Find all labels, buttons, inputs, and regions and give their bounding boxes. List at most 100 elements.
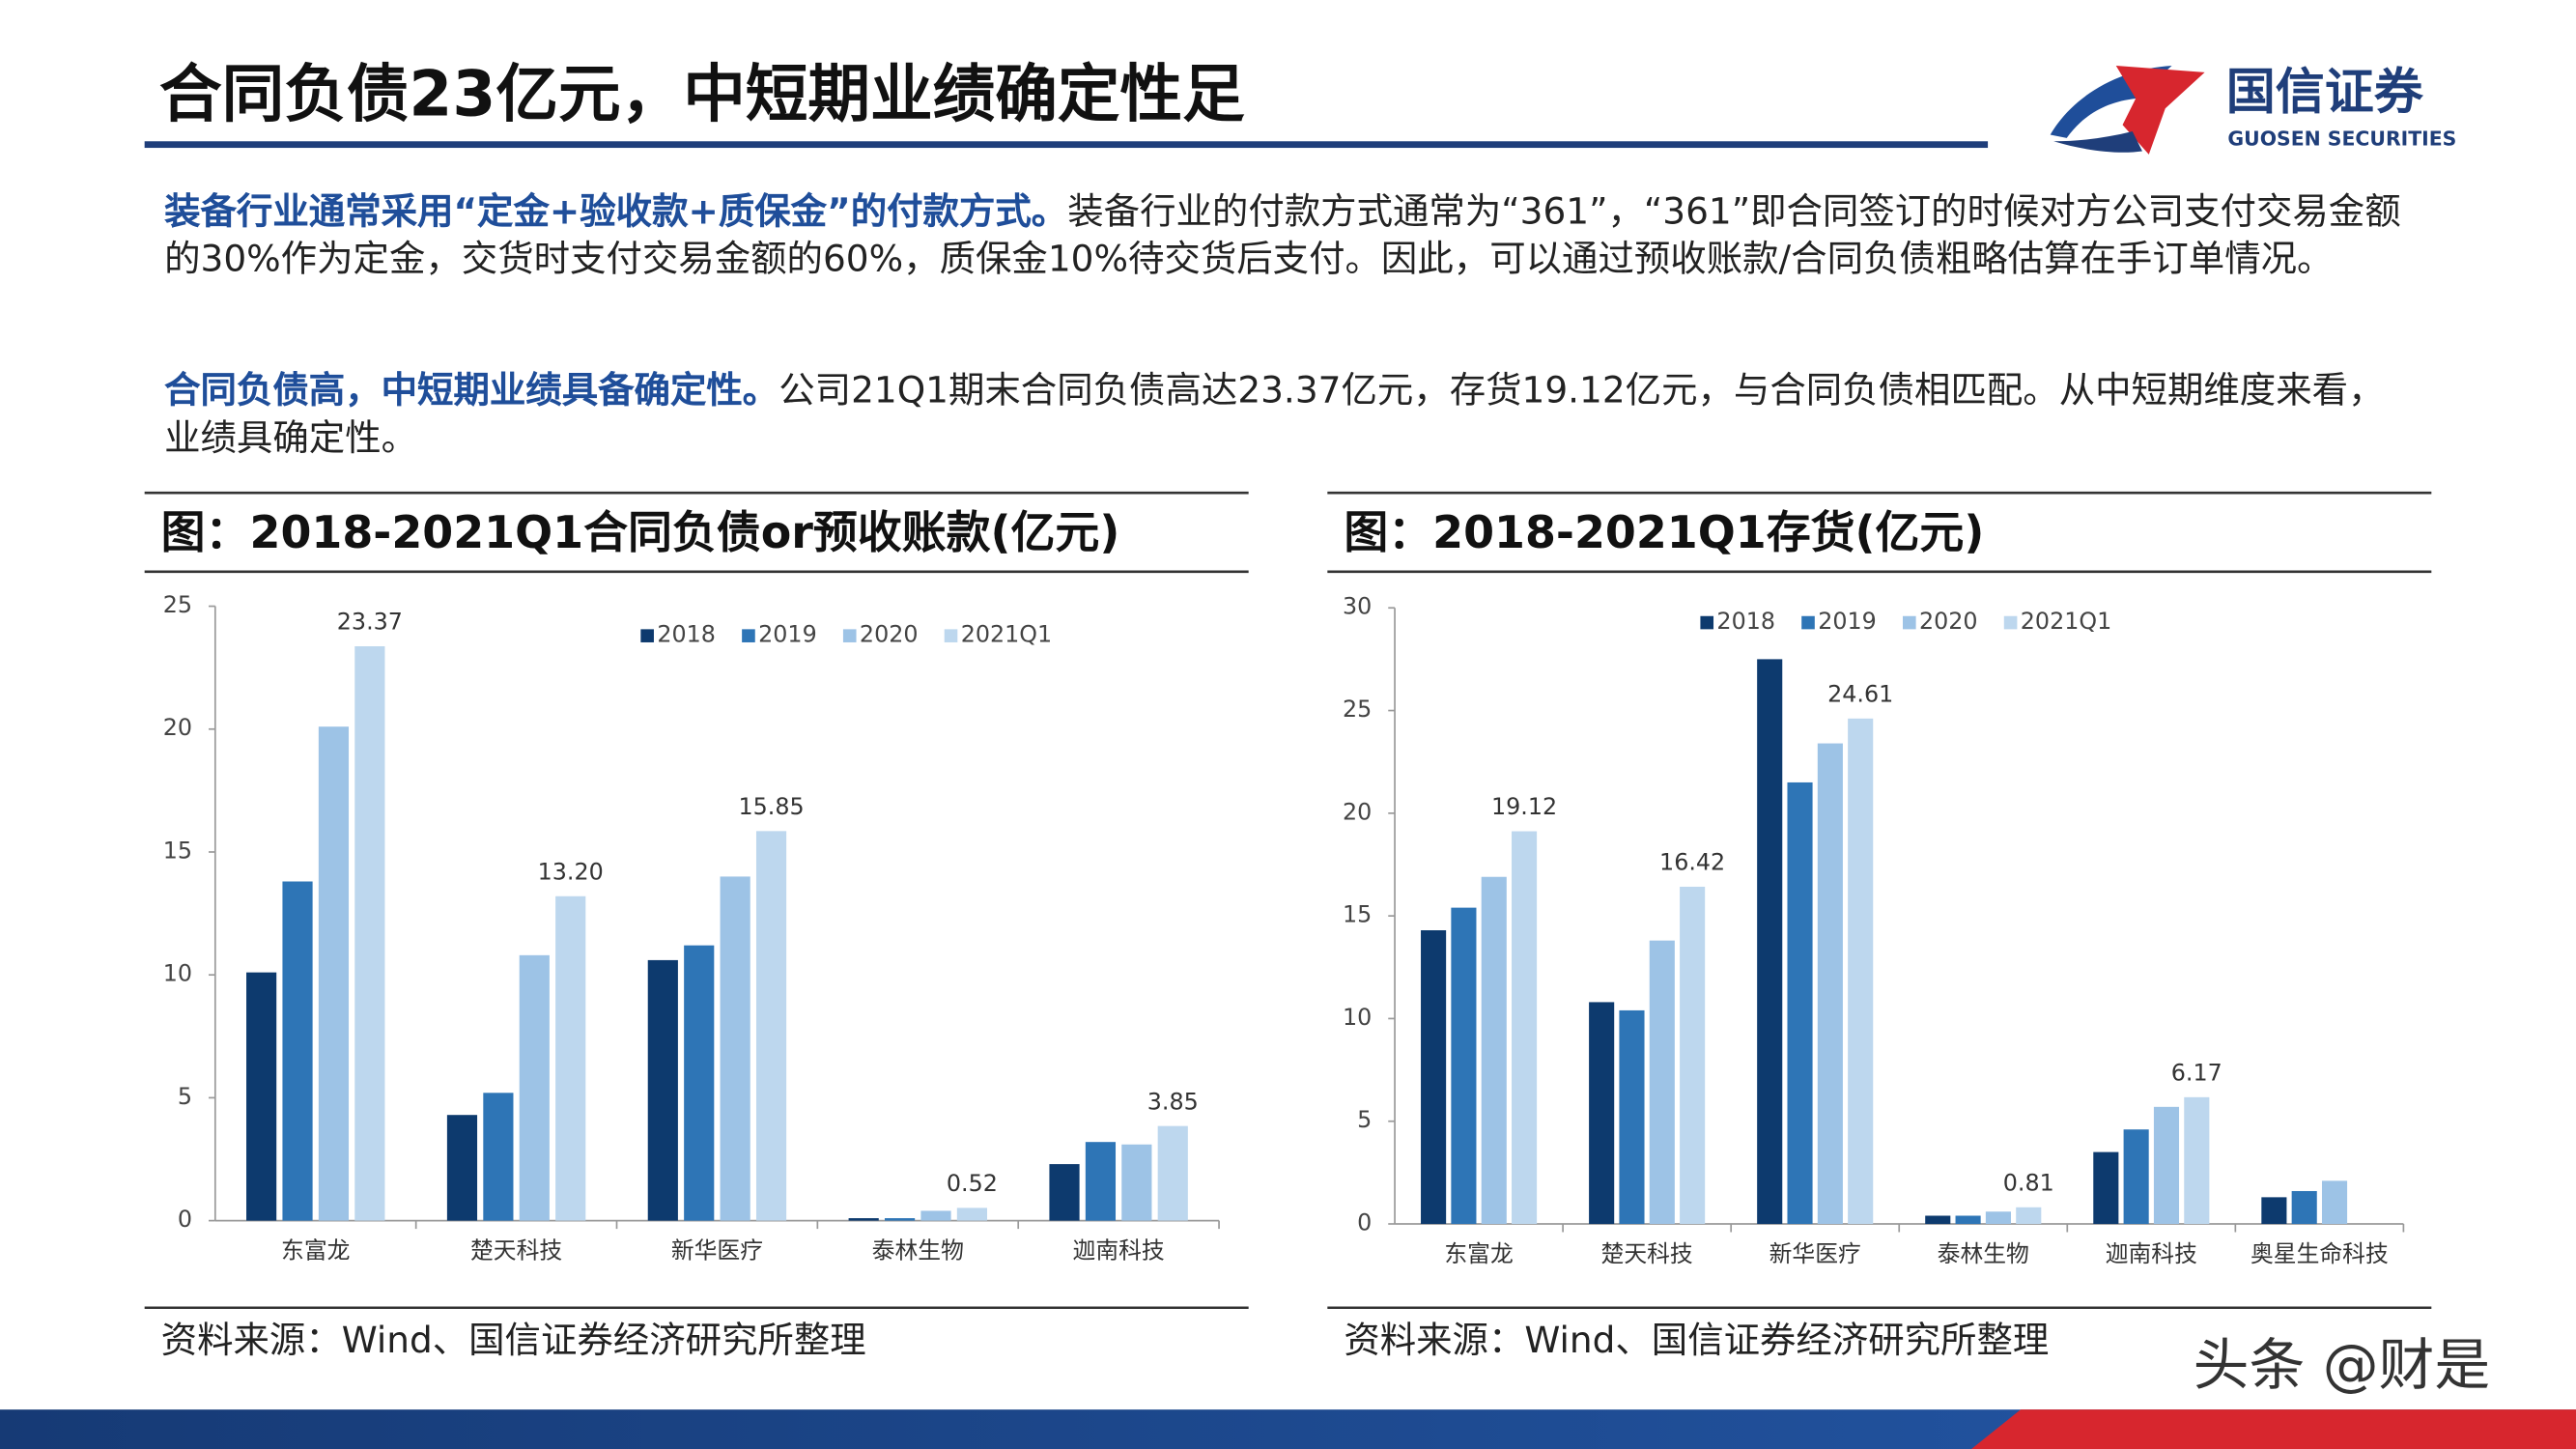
- legend-swatch: [640, 629, 654, 642]
- bar: [1049, 1164, 1080, 1221]
- bar: [1451, 907, 1477, 1225]
- legend-label: 2020: [1919, 608, 1978, 635]
- bar: [1787, 781, 1813, 1225]
- bar: [318, 726, 350, 1221]
- logo-red: [2115, 66, 2205, 155]
- bar: [1157, 1125, 1188, 1221]
- legend-swatch: [1801, 615, 1815, 630]
- y-tick-label: 20: [1343, 798, 1372, 825]
- y-tick-label: 0: [1357, 1209, 1372, 1236]
- y-tick-label: 5: [1357, 1106, 1372, 1133]
- y-tick-label: 0: [178, 1206, 192, 1233]
- chart-source: 资料来源：Wind、国信证券经济研究所整理: [1344, 1319, 2049, 1361]
- y-tick-label: 15: [1343, 901, 1372, 928]
- legend-label: 2019: [758, 621, 817, 648]
- bar: [1649, 940, 1675, 1225]
- bar: [446, 1115, 478, 1221]
- bar: [354, 646, 385, 1221]
- legend-label: 2020: [860, 621, 919, 648]
- legend-label: 2021Q1: [2021, 608, 2111, 635]
- x-tick-label: 东富龙: [281, 1236, 350, 1264]
- bar: [1985, 1211, 2011, 1225]
- bar: [956, 1208, 987, 1221]
- value-label: 3.85: [1147, 1088, 1199, 1115]
- x-tick-label: 新华医疗: [671, 1236, 763, 1264]
- legend-swatch: [1700, 615, 1714, 630]
- bar: [282, 881, 313, 1221]
- value-label: 24.61: [1827, 681, 1893, 708]
- bar: [1680, 886, 1706, 1225]
- legend-label: 2019: [1818, 608, 1877, 635]
- legend-label: 2021Q1: [961, 621, 1052, 648]
- bar: [755, 831, 787, 1221]
- bar: [2123, 1129, 2149, 1225]
- slide-title: 合同负债23亿元，中短期业绩确定性足: [159, 59, 1245, 131]
- bar: [2184, 1096, 2210, 1225]
- legend-swatch: [742, 629, 755, 642]
- y-tick-label: 30: [1343, 593, 1372, 620]
- bar: [1955, 1215, 1981, 1225]
- bar: [720, 876, 750, 1221]
- x-tick-label: 楚天科技: [1601, 1240, 1693, 1267]
- x-tick-label: 奥星生命科技: [2250, 1240, 2389, 1267]
- y-tick-label: 5: [178, 1083, 192, 1110]
- bar: [1481, 876, 1507, 1225]
- watermark: 头条 @财是: [2194, 1332, 2490, 1398]
- value-label: 19.12: [1491, 793, 1557, 820]
- paragraph: 装备行业通常采用“定金+验收款+质保金”的付款方式。装备行业的付款方式通常为“3…: [164, 189, 2412, 285]
- logo-swoosh: [2053, 131, 2142, 153]
- logo-text: 国信证券: [2226, 65, 2424, 122]
- chart-title: 图：2018-2021Q1存货(亿元): [1344, 506, 1984, 558]
- bar: [920, 1210, 951, 1221]
- bar: [2153, 1106, 2180, 1225]
- bar: [1589, 1002, 1615, 1225]
- legend-swatch: [944, 629, 958, 642]
- bar: [1421, 930, 1447, 1225]
- y-tick-label: 15: [163, 837, 192, 864]
- y-tick-label: 10: [163, 960, 192, 987]
- bar: [647, 959, 678, 1221]
- bar: [483, 1093, 514, 1221]
- x-tick-label: 泰林生物: [1938, 1240, 2029, 1267]
- chart-title: 图：2018-2021Q1合同负债or预收账款(亿元): [161, 506, 1120, 558]
- paragraph: 合同负债高，中短期业绩具备确定性。公司21Q1期末合同负债高达23.37亿元，存…: [164, 368, 2412, 464]
- bar: [1817, 743, 1843, 1225]
- bar: [2291, 1190, 2317, 1225]
- bar: [246, 972, 277, 1221]
- bar: [1848, 718, 1874, 1225]
- value-label: 23.37: [337, 609, 403, 636]
- value-label: 0.81: [2003, 1169, 2054, 1196]
- bar: [1619, 1009, 1645, 1225]
- bar: [1757, 659, 1783, 1225]
- y-tick-label: 25: [163, 591, 192, 618]
- y-tick-label: 20: [163, 714, 192, 741]
- x-tick-label: 楚天科技: [470, 1236, 562, 1264]
- bar: [2016, 1207, 2042, 1225]
- x-tick-label: 泰林生物: [872, 1236, 964, 1264]
- x-tick-label: 迦南科技: [2106, 1240, 2197, 1267]
- bar: [2321, 1180, 2348, 1225]
- bar: [519, 954, 550, 1221]
- bar: [555, 895, 586, 1221]
- bar: [684, 945, 715, 1221]
- x-tick-label: 迦南科技: [1073, 1236, 1165, 1264]
- bar: [1512, 831, 1538, 1225]
- paragraph-lead: 装备行业通常采用“定金+验收款+质保金”的付款方式。: [164, 191, 1068, 234]
- legend-label: 2018: [657, 621, 716, 648]
- legend-label: 2018: [1716, 608, 1775, 635]
- bar: [848, 1218, 879, 1221]
- paragraph-text: 装备行业的付款方式通常为“361”，“361”即合同签订的时候对方公司支付交易金…: [164, 191, 2401, 281]
- value-label: 0.52: [947, 1170, 998, 1197]
- title-rule: [144, 141, 1989, 149]
- x-tick-label: 新华医疗: [1769, 1240, 1861, 1267]
- value-label: 15.85: [738, 793, 804, 820]
- y-tick-label: 25: [1343, 696, 1372, 723]
- y-tick-label: 10: [1343, 1004, 1372, 1031]
- paragraph-text: 公司21Q1期末合同负债高达23.37亿元，存货19.12亿元，与合同负债相匹配…: [164, 371, 2385, 461]
- bar: [2093, 1151, 2119, 1225]
- value-label: 6.17: [2171, 1060, 2222, 1087]
- legend-swatch: [2003, 615, 2018, 630]
